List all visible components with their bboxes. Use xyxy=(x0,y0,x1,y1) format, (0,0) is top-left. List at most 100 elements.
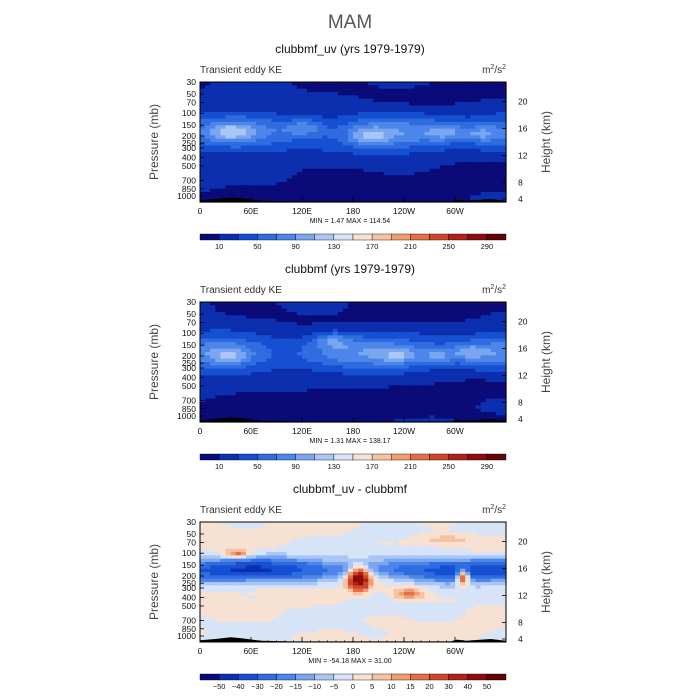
heatmap-cell xyxy=(398,178,405,183)
heatmap-cell xyxy=(271,308,278,313)
heatmap-cell xyxy=(368,388,374,393)
heatmap-cell xyxy=(353,112,359,116)
heatmap-cell xyxy=(240,85,247,90)
heatmap-cell xyxy=(210,362,216,366)
heatmap-cell xyxy=(215,172,221,176)
heatmap-cell xyxy=(358,152,364,156)
heatmap-cell xyxy=(449,405,456,410)
heatmap-cell xyxy=(271,152,278,156)
heatmap-cell xyxy=(271,322,278,326)
heatmap-cell xyxy=(266,538,272,543)
heatmap-cell xyxy=(358,355,364,360)
heatmap-cell xyxy=(368,182,374,186)
heatmap-cell xyxy=(286,352,293,356)
heatmap-cell xyxy=(342,338,349,343)
heatmap-cell xyxy=(230,325,237,330)
heatmap-cell xyxy=(460,175,466,180)
heatmap-cell xyxy=(490,98,497,103)
heatmap-cell xyxy=(470,335,476,340)
heatmap-cell xyxy=(256,328,262,333)
heatmap-cell xyxy=(500,538,507,543)
heatmap-cell xyxy=(342,118,349,123)
heatmap-cell xyxy=(220,522,227,526)
heatmap-cell xyxy=(393,418,400,423)
heatmap-cell xyxy=(465,352,471,356)
heatmap-cell xyxy=(363,98,369,103)
heatmap-cell xyxy=(398,168,405,173)
heatmap-cell xyxy=(363,122,369,126)
heatmap-cell xyxy=(261,315,267,320)
heatmap-cell xyxy=(404,195,410,200)
heatmap-cell xyxy=(256,352,262,356)
heatmap-cell xyxy=(470,168,476,173)
heatmap-cell xyxy=(439,312,446,316)
heatmap-cell xyxy=(475,525,482,530)
heatmap-cell xyxy=(245,132,252,136)
heatmap-cell xyxy=(317,388,323,393)
heatmap-cell xyxy=(322,342,329,346)
heatmap-cell xyxy=(312,195,318,200)
heatmap-cell xyxy=(240,302,247,306)
heatmap-cell xyxy=(281,198,288,203)
heatmap-cell xyxy=(256,522,262,526)
heatmap-cell xyxy=(327,182,334,186)
heatmap-cell xyxy=(200,118,206,123)
heatmap-cell xyxy=(439,195,446,200)
heatmap-cell xyxy=(271,372,278,376)
heatmap-cell xyxy=(424,405,431,410)
heatmap-cell xyxy=(495,395,502,400)
heatmap-cell xyxy=(312,525,318,530)
heatmap-cell xyxy=(465,102,471,106)
heatmap-cell xyxy=(373,532,380,536)
heatmap-cell xyxy=(398,528,405,533)
heatmap-cell xyxy=(429,315,436,320)
heatmap-cell xyxy=(419,142,425,146)
heatmap-cell xyxy=(312,302,318,306)
heatmap-cell xyxy=(337,132,344,136)
pressure-tick-label: 30 xyxy=(187,297,197,307)
heatmap-cell xyxy=(245,545,252,550)
heatmap-cell xyxy=(358,118,364,123)
heatmap-cell xyxy=(378,522,385,526)
heatmap-cell xyxy=(383,125,390,130)
heatmap-cell xyxy=(414,145,420,150)
heatmap-cell xyxy=(419,355,425,360)
heatmap-cell xyxy=(215,542,221,546)
x-tick-label: 0 xyxy=(198,206,203,216)
heatmap-cell xyxy=(245,138,252,143)
heatmap-cell xyxy=(245,118,252,123)
heatmap-cell xyxy=(455,378,461,383)
heatmap-cell xyxy=(256,125,262,130)
heatmap-cell xyxy=(230,538,237,543)
heatmap-cell xyxy=(307,328,313,333)
heatmap-cell xyxy=(317,332,323,336)
heatmap-cell xyxy=(200,392,206,396)
heatmap-cell xyxy=(414,132,420,136)
heatmap-cell xyxy=(404,168,410,173)
heatmap-cell xyxy=(460,168,466,173)
heatmap-cell xyxy=(383,122,390,126)
heatmap-cell xyxy=(500,392,507,396)
heatmap-cell xyxy=(220,108,227,113)
heatmap-cell xyxy=(245,348,252,353)
heatmap-cell xyxy=(368,322,374,326)
heatmap-cell xyxy=(363,368,369,373)
heatmap-cell xyxy=(480,332,487,336)
heatmap-cell xyxy=(409,382,415,386)
heatmap-cell xyxy=(347,185,354,190)
heatmap-cell xyxy=(240,528,247,533)
heatmap-cell xyxy=(245,148,252,153)
heatmap-cell xyxy=(327,125,334,130)
heatmap-cell xyxy=(429,82,436,86)
heatmap-cell xyxy=(419,408,425,413)
heatmap-cell xyxy=(317,328,323,333)
heatmap-cell xyxy=(434,195,441,200)
heatmap-cell xyxy=(485,538,492,543)
heatmap-cell xyxy=(439,535,446,540)
heatmap-cell xyxy=(429,105,436,110)
heatmap-cell xyxy=(429,142,436,146)
heatmap-cell xyxy=(455,402,461,406)
heatmap-cell xyxy=(342,312,349,316)
heatmap-cell xyxy=(215,118,221,123)
heatmap-cell xyxy=(404,102,410,106)
